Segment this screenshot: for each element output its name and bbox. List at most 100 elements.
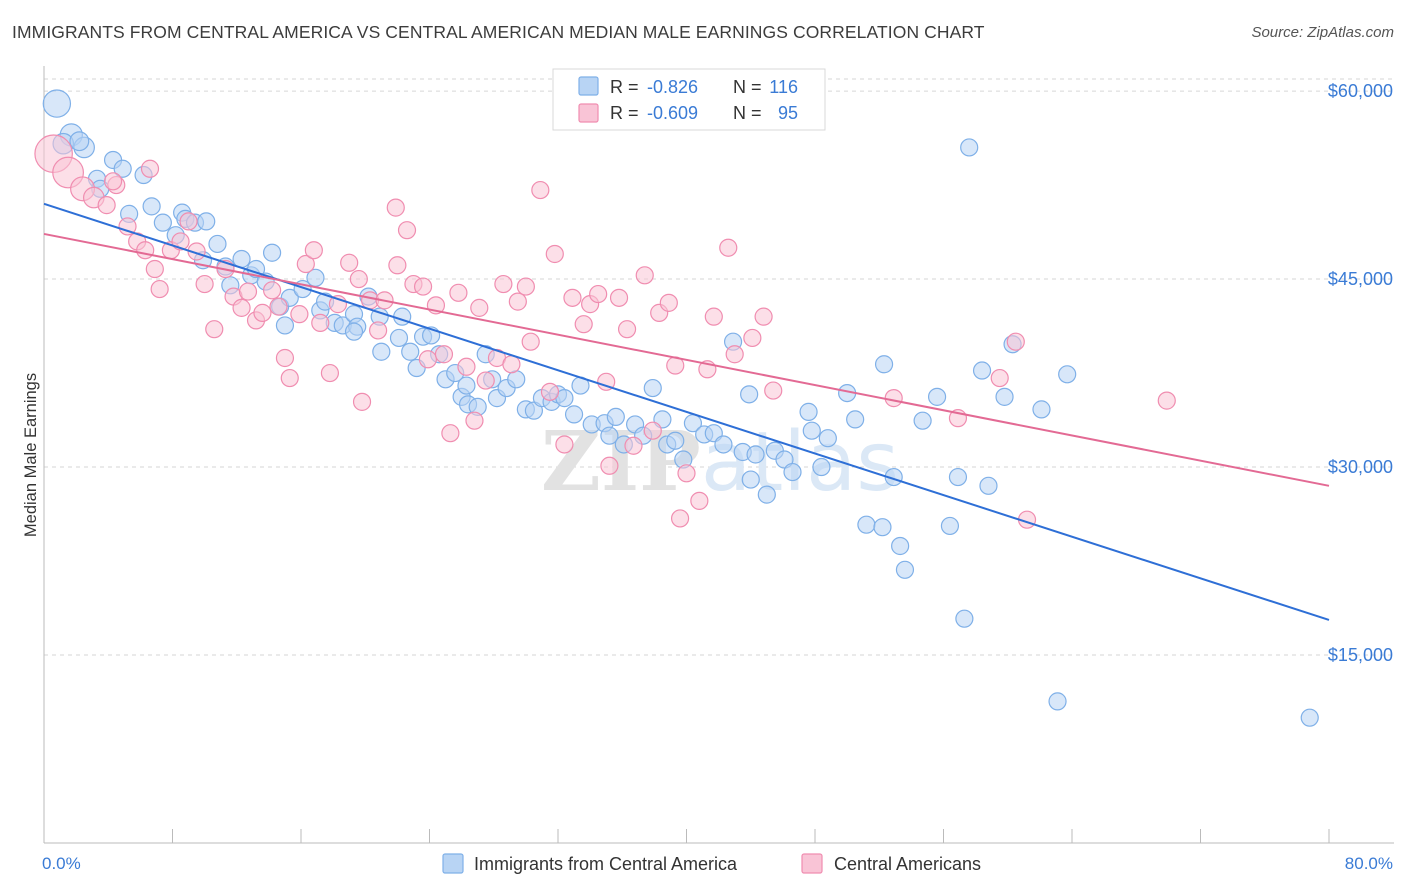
point-immigrants-116 (344, 322, 364, 341)
point-central-americans-88 (990, 368, 1009, 388)
y-tick-label-1: $30,000 (1328, 457, 1393, 477)
point-central-americans-94 (349, 269, 368, 289)
point-immigrants-98 (895, 560, 915, 579)
y-tick-labels: $15,000 $30,000 $45,000 $60,000 (1328, 81, 1393, 665)
point-immigrants-65 (600, 426, 619, 445)
point-immigrants-118 (741, 470, 760, 489)
point-immigrants-38 (389, 328, 409, 348)
point-immigrants-99 (913, 411, 932, 430)
point-immigrants-82 (746, 445, 765, 464)
stats-n-label-pink: N = (733, 103, 762, 123)
stats-swatch-blue (578, 76, 599, 96)
point-immigrants-73 (666, 431, 685, 450)
stats-r-label-blue: R = (610, 77, 639, 97)
point-immigrants-78 (714, 435, 733, 454)
point-immigrants-70 (643, 378, 662, 398)
point-central-americans-56 (516, 277, 535, 296)
point-central-americans-85 (764, 381, 783, 400)
point-central-americans-33 (340, 253, 359, 272)
point-immigrants-37 (372, 342, 391, 361)
point-central-americans-45 (434, 345, 454, 364)
point-immigrants-88 (802, 421, 821, 440)
axes (43, 66, 1394, 844)
point-central-americans-91 (1006, 332, 1025, 351)
series-legend: Immigrants from Central America Central … (442, 853, 981, 874)
point-immigrants-106 (979, 476, 998, 495)
point-central-americans-23 (262, 281, 282, 300)
point-central-americans-36 (369, 321, 388, 340)
point-central-americans-77 (677, 464, 696, 483)
y-axis-title: Median Male Earnings (22, 373, 40, 537)
point-central-americans-61 (555, 435, 574, 454)
legend-swatch-immigrants (442, 853, 464, 874)
point-immigrants-102 (948, 467, 968, 487)
point-immigrants-112 (1300, 708, 1319, 727)
y-tick-label-3: $60,000 (1328, 81, 1393, 101)
point-central-americans-84 (754, 307, 773, 326)
x-tick-labels: 0.0% 80.0% (42, 854, 1393, 873)
point-central-americans-15 (195, 274, 214, 294)
point-central-americans-71 (635, 266, 654, 285)
trend-lines (43, 202, 1330, 621)
point-immigrants-66 (606, 407, 625, 427)
point-immigrants-14 (197, 212, 216, 231)
point-central-americans-16 (205, 320, 224, 339)
point-immigrants-5 (113, 159, 132, 178)
point-central-americans-92 (140, 159, 160, 178)
point-central-americans-58 (531, 180, 550, 200)
point-immigrants-103 (955, 609, 974, 628)
trend-line-immigrants (43, 202, 1330, 621)
point-central-americans-19 (232, 298, 251, 317)
point-immigrants-54 (507, 370, 526, 389)
point-central-americans-57 (521, 332, 540, 351)
point-central-americans-48 (457, 357, 476, 376)
point-central-americans-82 (725, 345, 744, 364)
point-central-americans-5 (97, 196, 116, 215)
point-central-americans-80 (704, 307, 723, 326)
point-central-americans-10 (150, 279, 169, 299)
chart-title: IMMIGRANTS FROM CENTRAL AMERICA VS CENTR… (12, 22, 985, 42)
point-central-americans-8 (136, 241, 155, 260)
point-central-americans-67 (600, 456, 619, 475)
point-immigrants-97 (891, 536, 910, 556)
point-immigrants-104 (960, 138, 979, 157)
stats-legend: R = -0.826 N = 116 R = -0.609 N = 95 (552, 68, 826, 131)
point-immigrants-117 (457, 376, 476, 395)
point-immigrants-23 (262, 243, 282, 262)
legend-swatch-central-americans (801, 853, 823, 874)
stats-n-value-blue: 116 (769, 77, 798, 97)
point-central-americans-70 (624, 436, 643, 455)
point-central-americans-68 (609, 288, 629, 307)
point-immigrants-101 (940, 516, 960, 536)
point-immigrants-0 (42, 89, 72, 118)
point-central-americans-60 (545, 244, 564, 264)
point-central-americans-90 (1157, 391, 1176, 410)
point-immigrants-26 (275, 316, 295, 335)
y-tick-label-0: $15,000 (1328, 645, 1393, 665)
point-immigrants-100 (927, 387, 947, 406)
point-central-americans-42 (413, 277, 433, 296)
point-central-americans-66 (597, 372, 616, 391)
point-central-americans-78 (690, 491, 709, 510)
point-central-americans-30 (311, 313, 330, 333)
point-central-americans-72 (643, 421, 662, 440)
point-immigrants-87 (799, 402, 818, 421)
point-central-americans-86 (884, 389, 903, 408)
point-central-americans-43 (418, 350, 437, 369)
point-central-americans-28 (296, 254, 315, 274)
point-central-americans-22 (253, 303, 272, 322)
legend-label-immigrants: Immigrants from Central America (474, 854, 738, 874)
stats-r-label-pink: R = (610, 103, 639, 123)
point-central-americans-51 (476, 371, 495, 390)
point-central-americans-83 (743, 328, 762, 348)
point-central-americans-27 (290, 305, 309, 324)
point-central-americans-93 (103, 172, 123, 191)
point-immigrants-105 (972, 361, 992, 380)
point-immigrants-93 (857, 515, 876, 534)
point-immigrants-90 (818, 429, 837, 448)
stats-n-value-pink: 95 (778, 103, 798, 123)
y-tick-label-2: $45,000 (1328, 269, 1393, 289)
trend-line-central-americans (43, 232, 1330, 487)
point-central-americans-54 (502, 355, 521, 374)
